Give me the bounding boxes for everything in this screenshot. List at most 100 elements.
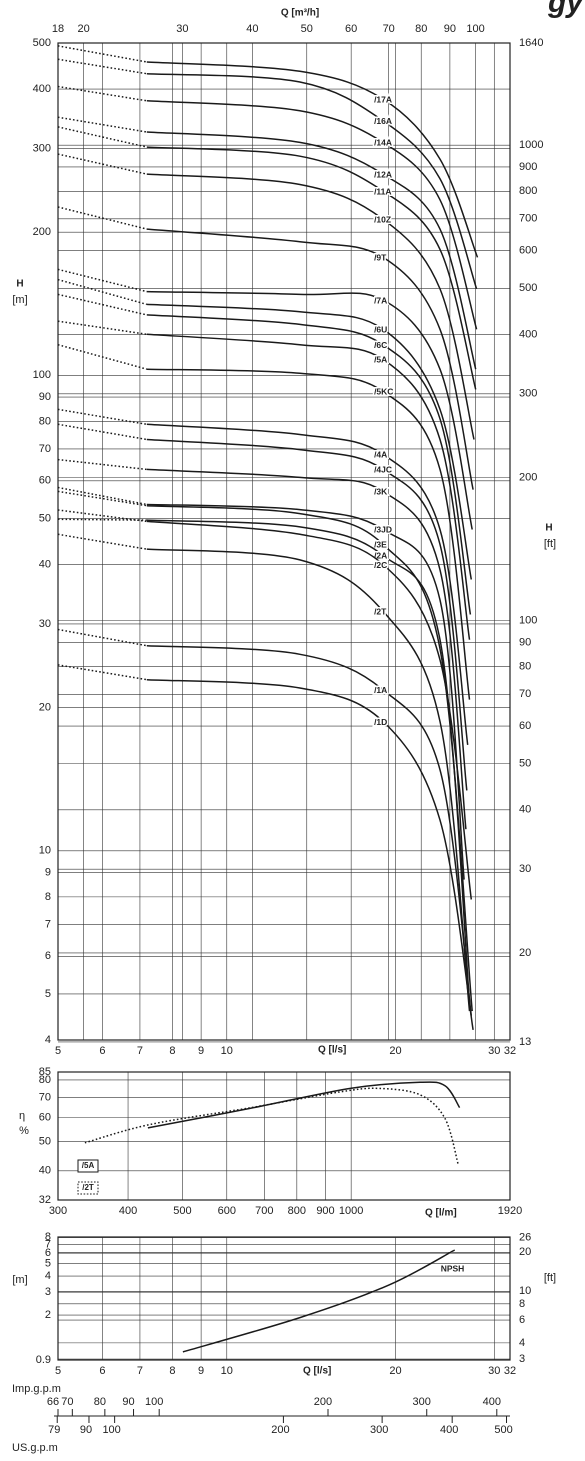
x-tick-label: 30 — [488, 1365, 500, 1377]
curve — [146, 314, 472, 615]
y2-tick-label: 3 — [519, 1353, 525, 1365]
curve-label: /10Z — [374, 214, 391, 224]
scale-tick-label: 79 — [48, 1424, 60, 1436]
x-label: Q [l/m] — [425, 1208, 457, 1219]
y-tick-label: 8 — [45, 1231, 51, 1243]
x2-tick-label: 80 — [415, 23, 427, 35]
curve — [182, 1249, 456, 1353]
y-tick-label: 60 — [39, 1112, 51, 1124]
curve-extension — [57, 206, 147, 230]
legend-label: /5A — [82, 1161, 95, 1170]
y-tick-label: 40 — [39, 558, 51, 570]
y2-tick-label: 26 — [519, 1231, 531, 1243]
y-tick-label: 70 — [39, 1091, 51, 1103]
y-tick-label: 6 — [45, 1247, 51, 1259]
y-label: H — [16, 279, 23, 290]
x-tick-label: 400 — [119, 1205, 137, 1217]
y-tick-label: 90 — [39, 391, 51, 403]
y-tick-label: 4 — [45, 1034, 51, 1046]
curve-label: /14A — [374, 138, 392, 148]
x-label: Q [l/s] — [318, 1045, 346, 1056]
x2-tick-label: 50 — [301, 23, 313, 35]
y-tick-label: 7 — [45, 1238, 51, 1250]
scale-tick-label: 100 — [145, 1396, 163, 1408]
scale-tick-label: 80 — [94, 1396, 106, 1408]
curve-label: /1A — [374, 685, 387, 695]
x-tick-label: 700 — [255, 1205, 273, 1217]
x2-tick-label: 70 — [383, 23, 395, 35]
y-tick-label: 40 — [39, 1165, 51, 1177]
curve — [146, 333, 471, 640]
scale-tick-label: 300 — [413, 1396, 431, 1408]
curve — [84, 1087, 459, 1164]
curve-label: /3E — [374, 540, 387, 550]
x-tick-label: 7 — [137, 1365, 143, 1377]
curve-label: /3JD — [374, 525, 392, 535]
curve-extension — [57, 268, 147, 293]
y-unit: % — [19, 1125, 29, 1137]
y-tick-label: 200 — [33, 226, 51, 238]
x-tick-label: 300 — [49, 1205, 67, 1217]
y2-unit: [ft] — [544, 538, 556, 550]
curve-label: /2C — [374, 560, 387, 570]
x2-tick-label: 90 — [444, 23, 456, 35]
plot-frame — [57, 1236, 511, 1361]
y-tick-label: 9 — [45, 866, 51, 878]
y2-tick-label: 8 — [519, 1298, 525, 1310]
y2-unit: [ft] — [544, 1272, 556, 1284]
scale-tick-label: 300 — [370, 1424, 388, 1436]
y-tick-label: 8 — [45, 891, 51, 903]
curve — [146, 146, 477, 390]
scale-tick-label: 70 — [61, 1396, 73, 1408]
y-tick-label: 80 — [39, 415, 51, 427]
x-tick-label: 7 — [137, 1045, 143, 1057]
scale-tick-label: 66 — [47, 1396, 59, 1408]
curve-extension — [57, 423, 147, 441]
scale-tick-label: 90 — [122, 1396, 134, 1408]
curve-extension — [57, 490, 147, 507]
curve-label: /6U — [374, 325, 387, 335]
legend-swatch — [77, 1159, 99, 1173]
scale-title: Imp.g.p.m — [12, 1383, 61, 1395]
curve — [146, 678, 474, 1031]
x-tick-label: 1920 — [498, 1205, 522, 1217]
y2-tick-label: 40 — [519, 804, 531, 816]
x2-tick-label: 18 — [52, 23, 64, 35]
scale-title: US.g.p.m — [12, 1442, 58, 1454]
x-tick-label: 9 — [198, 1045, 204, 1057]
curve — [146, 520, 473, 900]
x2-tick-label: 30 — [176, 23, 188, 35]
curve — [146, 504, 473, 1012]
y2-label: H — [545, 523, 552, 534]
curve — [146, 503, 465, 880]
legend-swatch — [77, 1181, 99, 1195]
plot-frame — [57, 42, 511, 1041]
y2-tick-label: 70 — [519, 688, 531, 700]
y2-tick-label: 50 — [519, 758, 531, 770]
y2-tick-label: 80 — [519, 661, 531, 673]
curve-label: /7A — [374, 295, 387, 305]
x2-label: Q [m³/h] — [281, 8, 319, 19]
curve-label: /9T — [374, 253, 387, 263]
curve-label: /1D — [374, 717, 387, 727]
curve-label: /16A — [374, 116, 392, 126]
curve — [146, 644, 473, 1016]
curve-label: /4A — [374, 450, 387, 460]
x2-tick-label: 40 — [246, 23, 258, 35]
curve-label: /12A — [374, 169, 392, 179]
curve-extension — [57, 343, 148, 370]
y-tick-label: 400 — [33, 83, 51, 95]
scale-tick-label: 400 — [440, 1424, 458, 1436]
x-tick-label: 500 — [173, 1205, 191, 1217]
curve-extension — [57, 533, 147, 550]
x-tick-label: 6 — [99, 1365, 105, 1377]
x-tick-label: 600 — [218, 1205, 236, 1217]
y2-tick-label: 600 — [519, 245, 537, 257]
curve — [146, 438, 468, 791]
curve — [146, 72, 478, 290]
y-label: η — [19, 1110, 25, 1122]
curve-extension — [57, 153, 147, 175]
curve-label: /11A — [374, 186, 392, 196]
x-tick-label: 5 — [55, 1365, 61, 1377]
